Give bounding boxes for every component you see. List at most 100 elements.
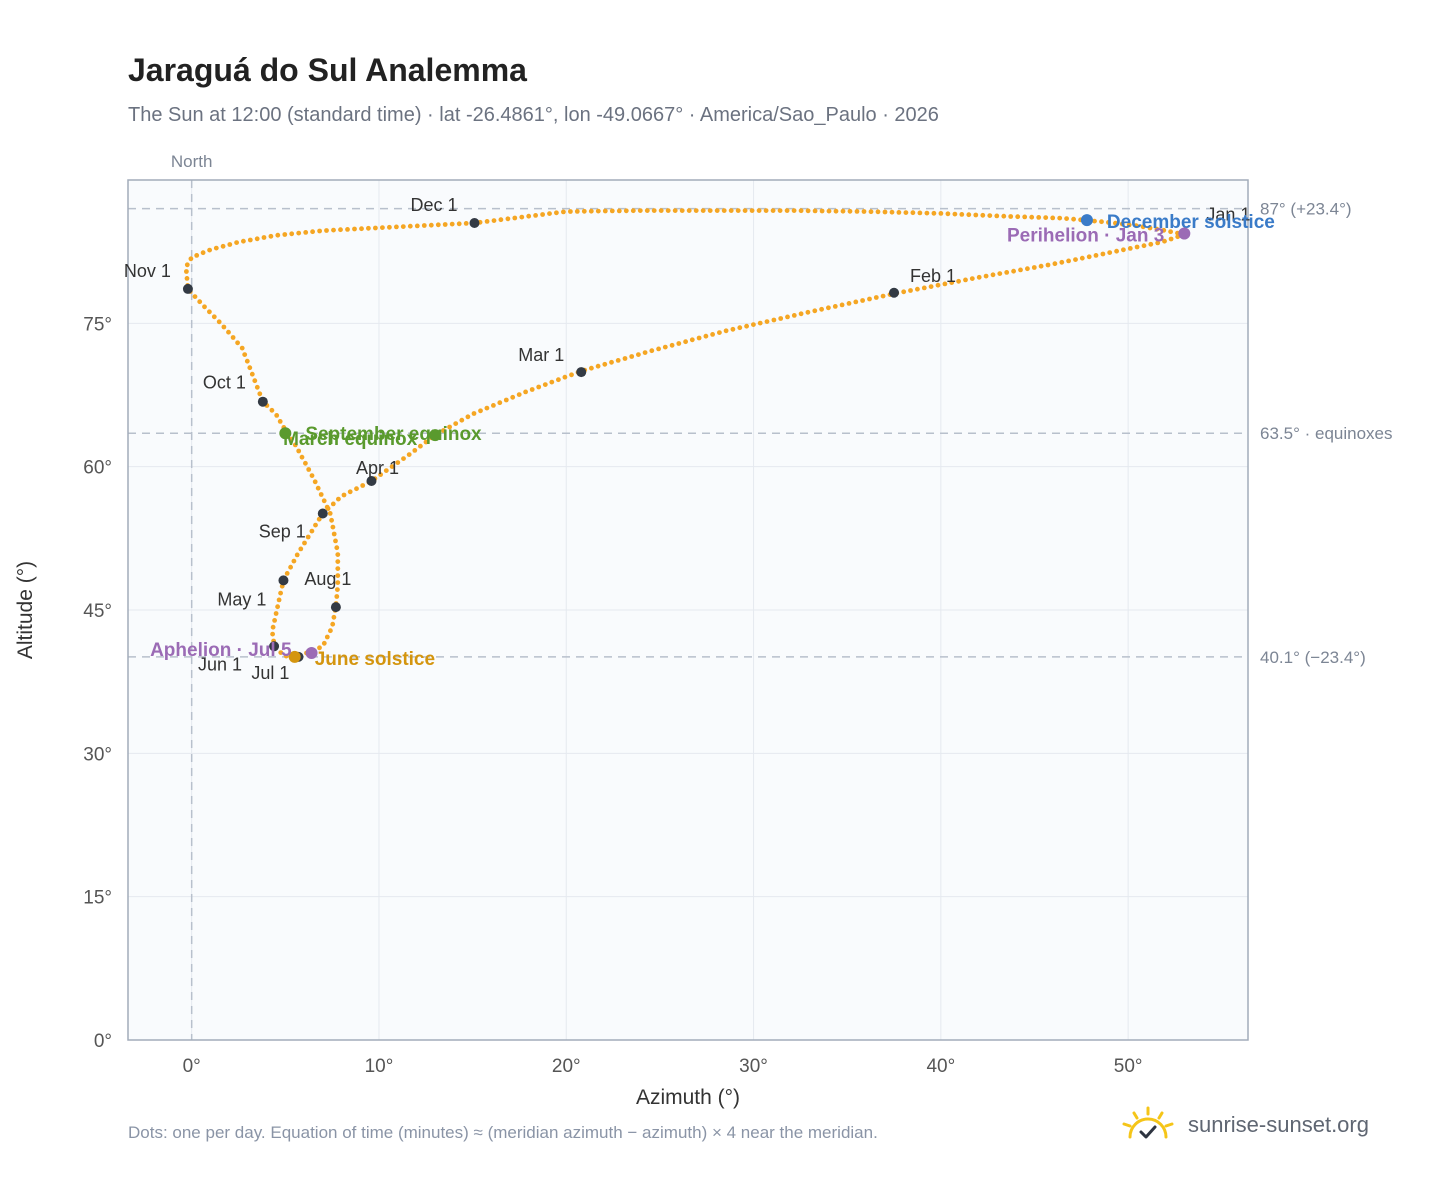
- aphelion-jul-5-point: [305, 647, 318, 659]
- june-solstice-label: June solstice: [315, 649, 435, 670]
- brand[interactable]: sunrise-sunset.org: [1120, 1100, 1369, 1150]
- daily-dot: [935, 282, 941, 288]
- daily-dot: [334, 545, 340, 551]
- y-tick-label: 60°: [83, 458, 112, 479]
- y-tick-label: 0°: [94, 1031, 112, 1052]
- daily-dot: [305, 534, 311, 540]
- daily-dot: [723, 328, 729, 334]
- daily-dot: [235, 340, 241, 346]
- y-axis-label: Altitude (°): [14, 561, 37, 659]
- daily-dot: [805, 208, 811, 214]
- daily-dot: [247, 365, 253, 371]
- daily-dot: [428, 222, 434, 228]
- daily-dot: [423, 439, 429, 445]
- daily-dot: [1029, 214, 1035, 220]
- daily-dot: [1001, 213, 1007, 219]
- month-marker-may-1: [278, 575, 289, 586]
- daily-dot: [791, 208, 797, 214]
- june-solstice-point: [288, 650, 301, 663]
- september-equinox-label: September equinox: [305, 424, 482, 445]
- daily-dot: [291, 558, 297, 564]
- month-label-aug-1: Aug 1: [304, 569, 351, 589]
- daily-dot: [956, 278, 961, 284]
- daily-dot: [549, 379, 555, 385]
- daily-dot: [561, 209, 566, 215]
- month-label-jul-1: Jul 1: [251, 663, 289, 683]
- daily-dot: [630, 208, 636, 214]
- daily-dot: [1079, 255, 1085, 261]
- daily-dot: [463, 221, 469, 226]
- daily-dot: [651, 208, 657, 214]
- daily-dot: [714, 208, 720, 214]
- daily-dot: [1148, 241, 1154, 247]
- daily-dot: [728, 208, 734, 214]
- daily-dot: [924, 210, 930, 216]
- daily-dot: [213, 245, 219, 251]
- daily-dot: [1066, 258, 1071, 264]
- daily-dot: [721, 208, 727, 214]
- daily-dot: [192, 294, 198, 299]
- daily-dot: [325, 506, 331, 511]
- daily-dot: [529, 387, 535, 392]
- daily-dot: [247, 237, 253, 243]
- plot-border: [127, 179, 1249, 1041]
- daily-dot: [471, 411, 477, 416]
- daily-dot: [966, 212, 972, 218]
- daily-dot: [757, 320, 763, 326]
- daily-dot: [1147, 225, 1153, 231]
- daily-dot: [533, 213, 538, 218]
- daily-dot: [276, 597, 282, 603]
- daily-dot: [602, 361, 608, 367]
- daily-dot: [335, 559, 341, 564]
- daily-dot: [990, 272, 996, 278]
- month-marker-sep-1: [317, 508, 328, 519]
- daily-dot: [347, 489, 353, 495]
- daily-dot: [333, 538, 338, 544]
- x-tick-label: 50°: [1114, 1056, 1143, 1077]
- daily-dot: [303, 230, 309, 235]
- daily-dot: [296, 448, 302, 454]
- daily-dot: [1050, 215, 1056, 221]
- daily-dot: [1036, 215, 1042, 220]
- daily-dot: [336, 496, 341, 502]
- daily-dot: [289, 231, 295, 237]
- daily-dot: [360, 483, 366, 488]
- daily-dot: [268, 233, 274, 239]
- march-equinox-point: [429, 429, 442, 442]
- month-marker-aug-1: [330, 602, 341, 613]
- daily-dot: [826, 208, 832, 214]
- perihelion-jan-3-label: Perihelion · Jan 3: [1007, 226, 1164, 247]
- daily-dot: [1093, 253, 1099, 258]
- daily-dot: [1057, 215, 1063, 221]
- daily-dot: [318, 492, 324, 497]
- x-tick-label: 0°: [183, 1056, 201, 1077]
- december-solstice-point: [1080, 214, 1093, 227]
- daily-dot: [330, 501, 336, 507]
- daily-dot: [764, 319, 770, 324]
- daily-dot: [309, 473, 315, 478]
- x-axis-label: Azimuth (°): [636, 1086, 740, 1109]
- analemma-curve: [184, 208, 1187, 660]
- daily-dot: [335, 580, 341, 585]
- daily-dot: [1086, 254, 1092, 260]
- daily-dot: [327, 511, 333, 516]
- brand-name: sunrise-sunset.org: [1188, 1112, 1369, 1137]
- daily-dot: [366, 225, 371, 231]
- daily-dot: [303, 460, 308, 466]
- daily-dot: [283, 653, 289, 659]
- daily-dot: [609, 208, 615, 214]
- daily-dot: [1064, 216, 1069, 222]
- daily-dot: [963, 277, 968, 283]
- reference-line-label: 40.1° (−23.4°): [1260, 648, 1366, 667]
- daily-dot: [395, 460, 401, 465]
- daily-dot: [503, 397, 509, 403]
- daily-dot: [1038, 263, 1044, 269]
- daily-dot: [275, 232, 281, 238]
- daily-dot: [421, 223, 427, 228]
- daily-dot: [1022, 214, 1028, 220]
- daily-dot: [730, 326, 736, 332]
- daily-dot: [562, 374, 568, 380]
- daily-dot: [465, 414, 471, 420]
- daily-dot: [278, 590, 283, 596]
